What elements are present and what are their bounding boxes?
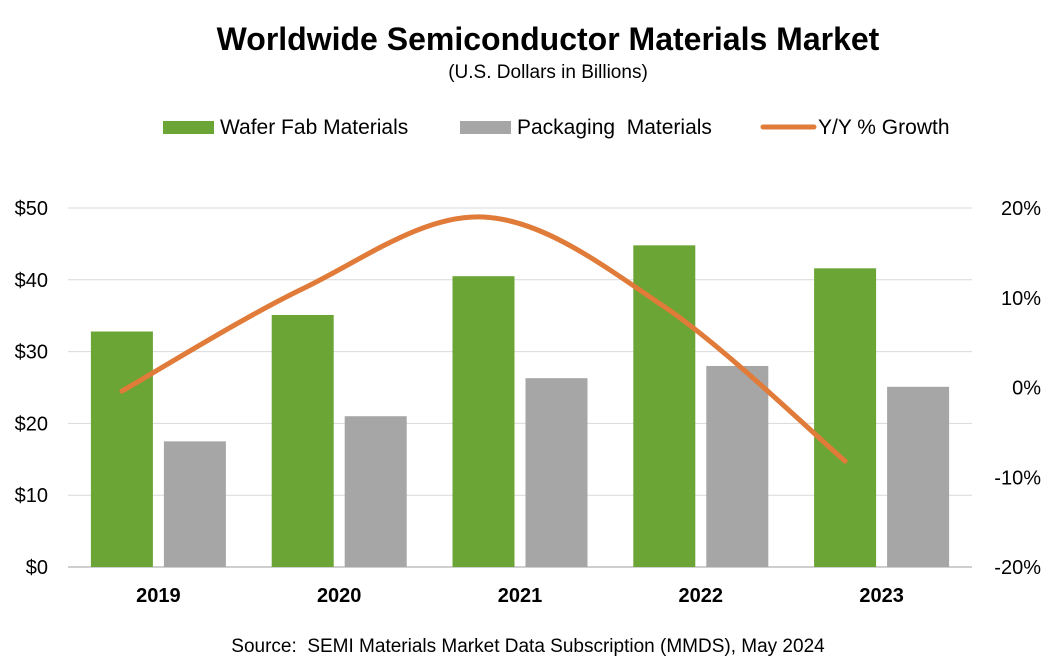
category-label: 2020	[317, 585, 362, 607]
bar-packaging-2019	[163, 441, 226, 567]
bar-wafer-fab-2022	[633, 245, 696, 567]
bar-wafer-fab-2021	[452, 276, 515, 567]
left-axis-ticks: $0 $10 $20 $30 $40 $50	[15, 198, 48, 579]
right-axis-tick-label: 20%	[1001, 198, 1041, 220]
category-labels: 2019 2020 2021 2022 2023	[136, 585, 904, 607]
bar-packaging-2020	[344, 416, 407, 567]
bar-packaging-2022	[706, 365, 769, 567]
bar-wafer-fab-2020	[271, 314, 334, 567]
legend-label-packaging: Packaging Materials	[517, 116, 712, 139]
category-label: 2023	[859, 585, 904, 607]
growth-line-group	[119, 214, 848, 464]
left-axis-tick-label: $30	[15, 342, 48, 364]
left-axis-tick-label: $40	[15, 270, 48, 292]
legend-label-growth: Y/Y % Growth	[818, 116, 950, 139]
legend-label-wafer-fab: Wafer Fab Materials	[220, 116, 408, 139]
left-axis-tick-label: $50	[15, 198, 48, 220]
right-axis-tick-label: 10%	[1001, 288, 1041, 310]
legend-swatch-packaging	[460, 121, 511, 134]
left-axis-tick-label: $0	[26, 557, 48, 579]
chart-title: Worldwide Semiconductor Materials Market	[217, 21, 880, 57]
category-label: 2021	[498, 585, 543, 607]
bar-packaging-2023	[887, 386, 950, 567]
bar-wafer-fab-2023	[814, 268, 877, 567]
right-axis-ticks: -20% -10% 0% 10% 20%	[994, 198, 1041, 579]
category-label: 2022	[679, 585, 724, 607]
right-axis-tick-label: -20%	[994, 557, 1041, 579]
chart-subtitle: (U.S. Dollars in Billions)	[448, 62, 648, 83]
left-axis-tick-label: $20	[15, 413, 48, 435]
legend-swatch-wafer-fab	[163, 121, 214, 134]
bar-wafer-fab-2019	[90, 331, 153, 567]
bars	[90, 245, 950, 567]
bar-packaging-2021	[525, 378, 588, 567]
category-label: 2019	[136, 585, 181, 607]
source-note: Source: SEMI Materials Market Data Subsc…	[231, 636, 825, 657]
right-axis-tick-label: 0%	[1012, 378, 1041, 400]
legend: Wafer Fab Materials Packaging Materials …	[163, 116, 950, 139]
right-axis-tick-label: -10%	[994, 467, 1041, 489]
left-axis-tick-label: $10	[15, 485, 48, 507]
